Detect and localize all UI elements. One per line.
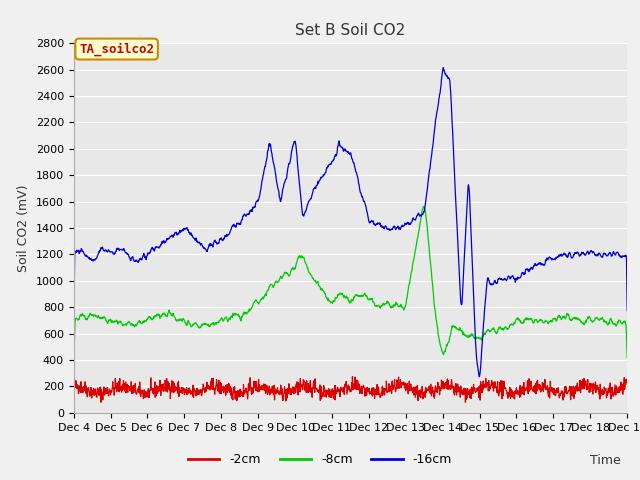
Y-axis label: Soil CO2 (mV): Soil CO2 (mV) [17,184,30,272]
Title: Set B Soil CO2: Set B Soil CO2 [295,23,406,38]
Text: TA_soilco2: TA_soilco2 [79,42,154,56]
Legend: -2cm, -8cm, -16cm: -2cm, -8cm, -16cm [183,448,457,471]
Text: Time: Time [590,454,621,467]
